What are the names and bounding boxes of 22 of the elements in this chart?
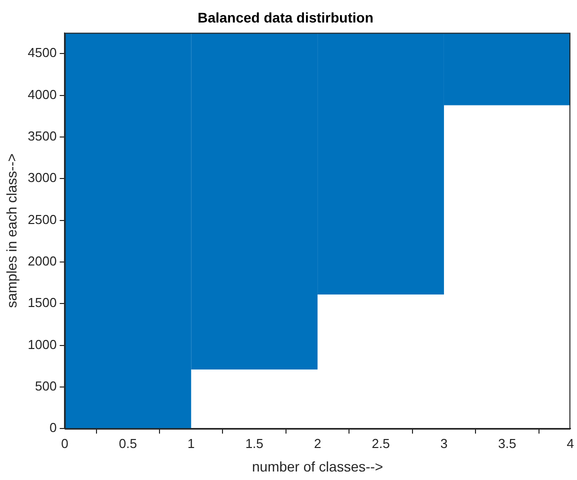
x-tick-label: 0.5 bbox=[118, 436, 137, 451]
y-tick-label: 3000 bbox=[28, 170, 57, 186]
y-tick-label: 0 bbox=[49, 420, 57, 436]
y-tick-label: 2500 bbox=[28, 212, 57, 227]
y-axis-title: samples in each class--> bbox=[3, 153, 20, 308]
y-tick-label: 2000 bbox=[28, 254, 57, 269]
x-tick-label: 3 bbox=[440, 436, 448, 451]
y-tick-label: 4000 bbox=[28, 86, 57, 102]
y-tick-label: 500 bbox=[35, 378, 57, 394]
x-tick-label: 2.5 bbox=[372, 436, 390, 451]
x-tick-label: 0 bbox=[61, 436, 68, 451]
x-tick-label: 1 bbox=[188, 436, 195, 451]
y-tick-label: 3500 bbox=[28, 128, 57, 144]
x-tick-label: 1.5 bbox=[245, 436, 264, 451]
x-tick-label: 4 bbox=[566, 436, 574, 451]
x-tick-label: 2 bbox=[314, 436, 322, 451]
x-axis-title: number of classes--> bbox=[252, 458, 384, 474]
y-tick-label: 1500 bbox=[28, 295, 57, 310]
chart-title: Balanced data distirbution bbox=[198, 9, 374, 26]
y-tick-label: 1000 bbox=[28, 336, 57, 352]
y-tick-label: 4500 bbox=[28, 45, 57, 60]
x-tick-label: 3.5 bbox=[498, 436, 516, 451]
